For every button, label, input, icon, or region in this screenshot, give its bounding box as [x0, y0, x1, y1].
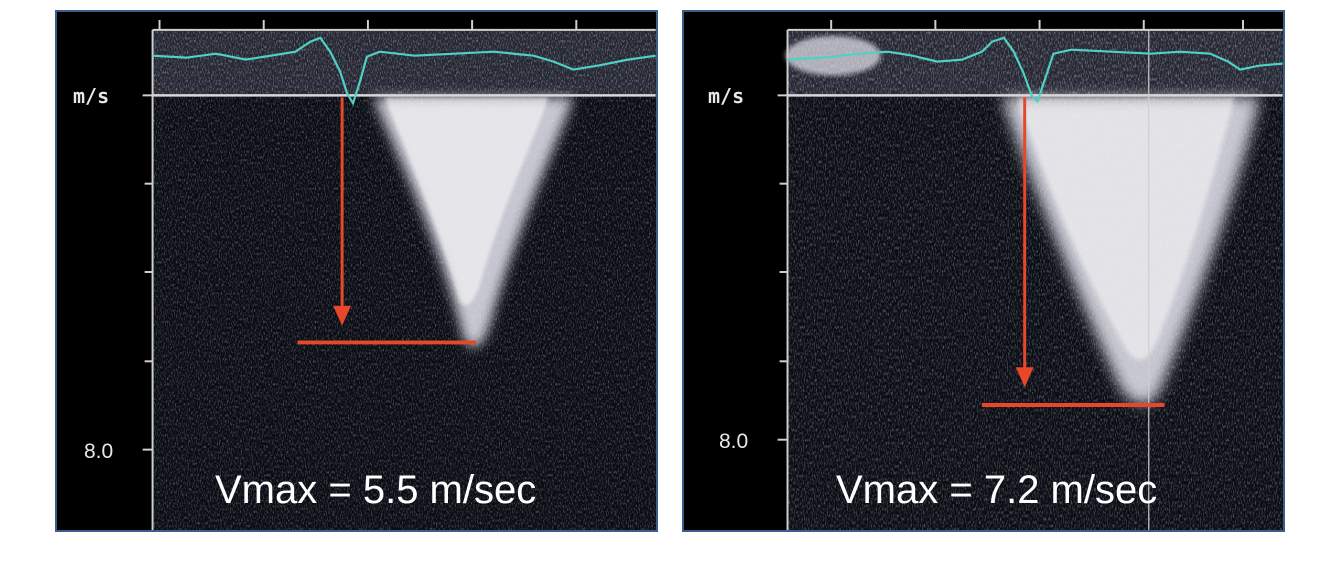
vmax-readout: Vmax = 7.2 m/sec: [836, 468, 1158, 512]
doppler-image-right: [684, 12, 1283, 530]
doppler-panel-left: m/s 8.0 Vmax = 5.5 m/sec: [55, 10, 658, 532]
scale-label: 8.0: [719, 430, 749, 453]
velocity-unit-label: m/s: [73, 84, 110, 108]
scale-label: 8.0: [84, 440, 114, 463]
doppler-panel-right: m/s 8.0 Vmax = 7.2 m/sec: [682, 10, 1285, 532]
doppler-image-left: [57, 12, 656, 530]
ecg-trace-right: [787, 36, 1283, 104]
ecg-trace-left: [152, 36, 656, 106]
vmax-readout: Vmax = 5.5 m/sec: [215, 468, 537, 512]
velocity-unit-label: m/s: [708, 84, 745, 108]
